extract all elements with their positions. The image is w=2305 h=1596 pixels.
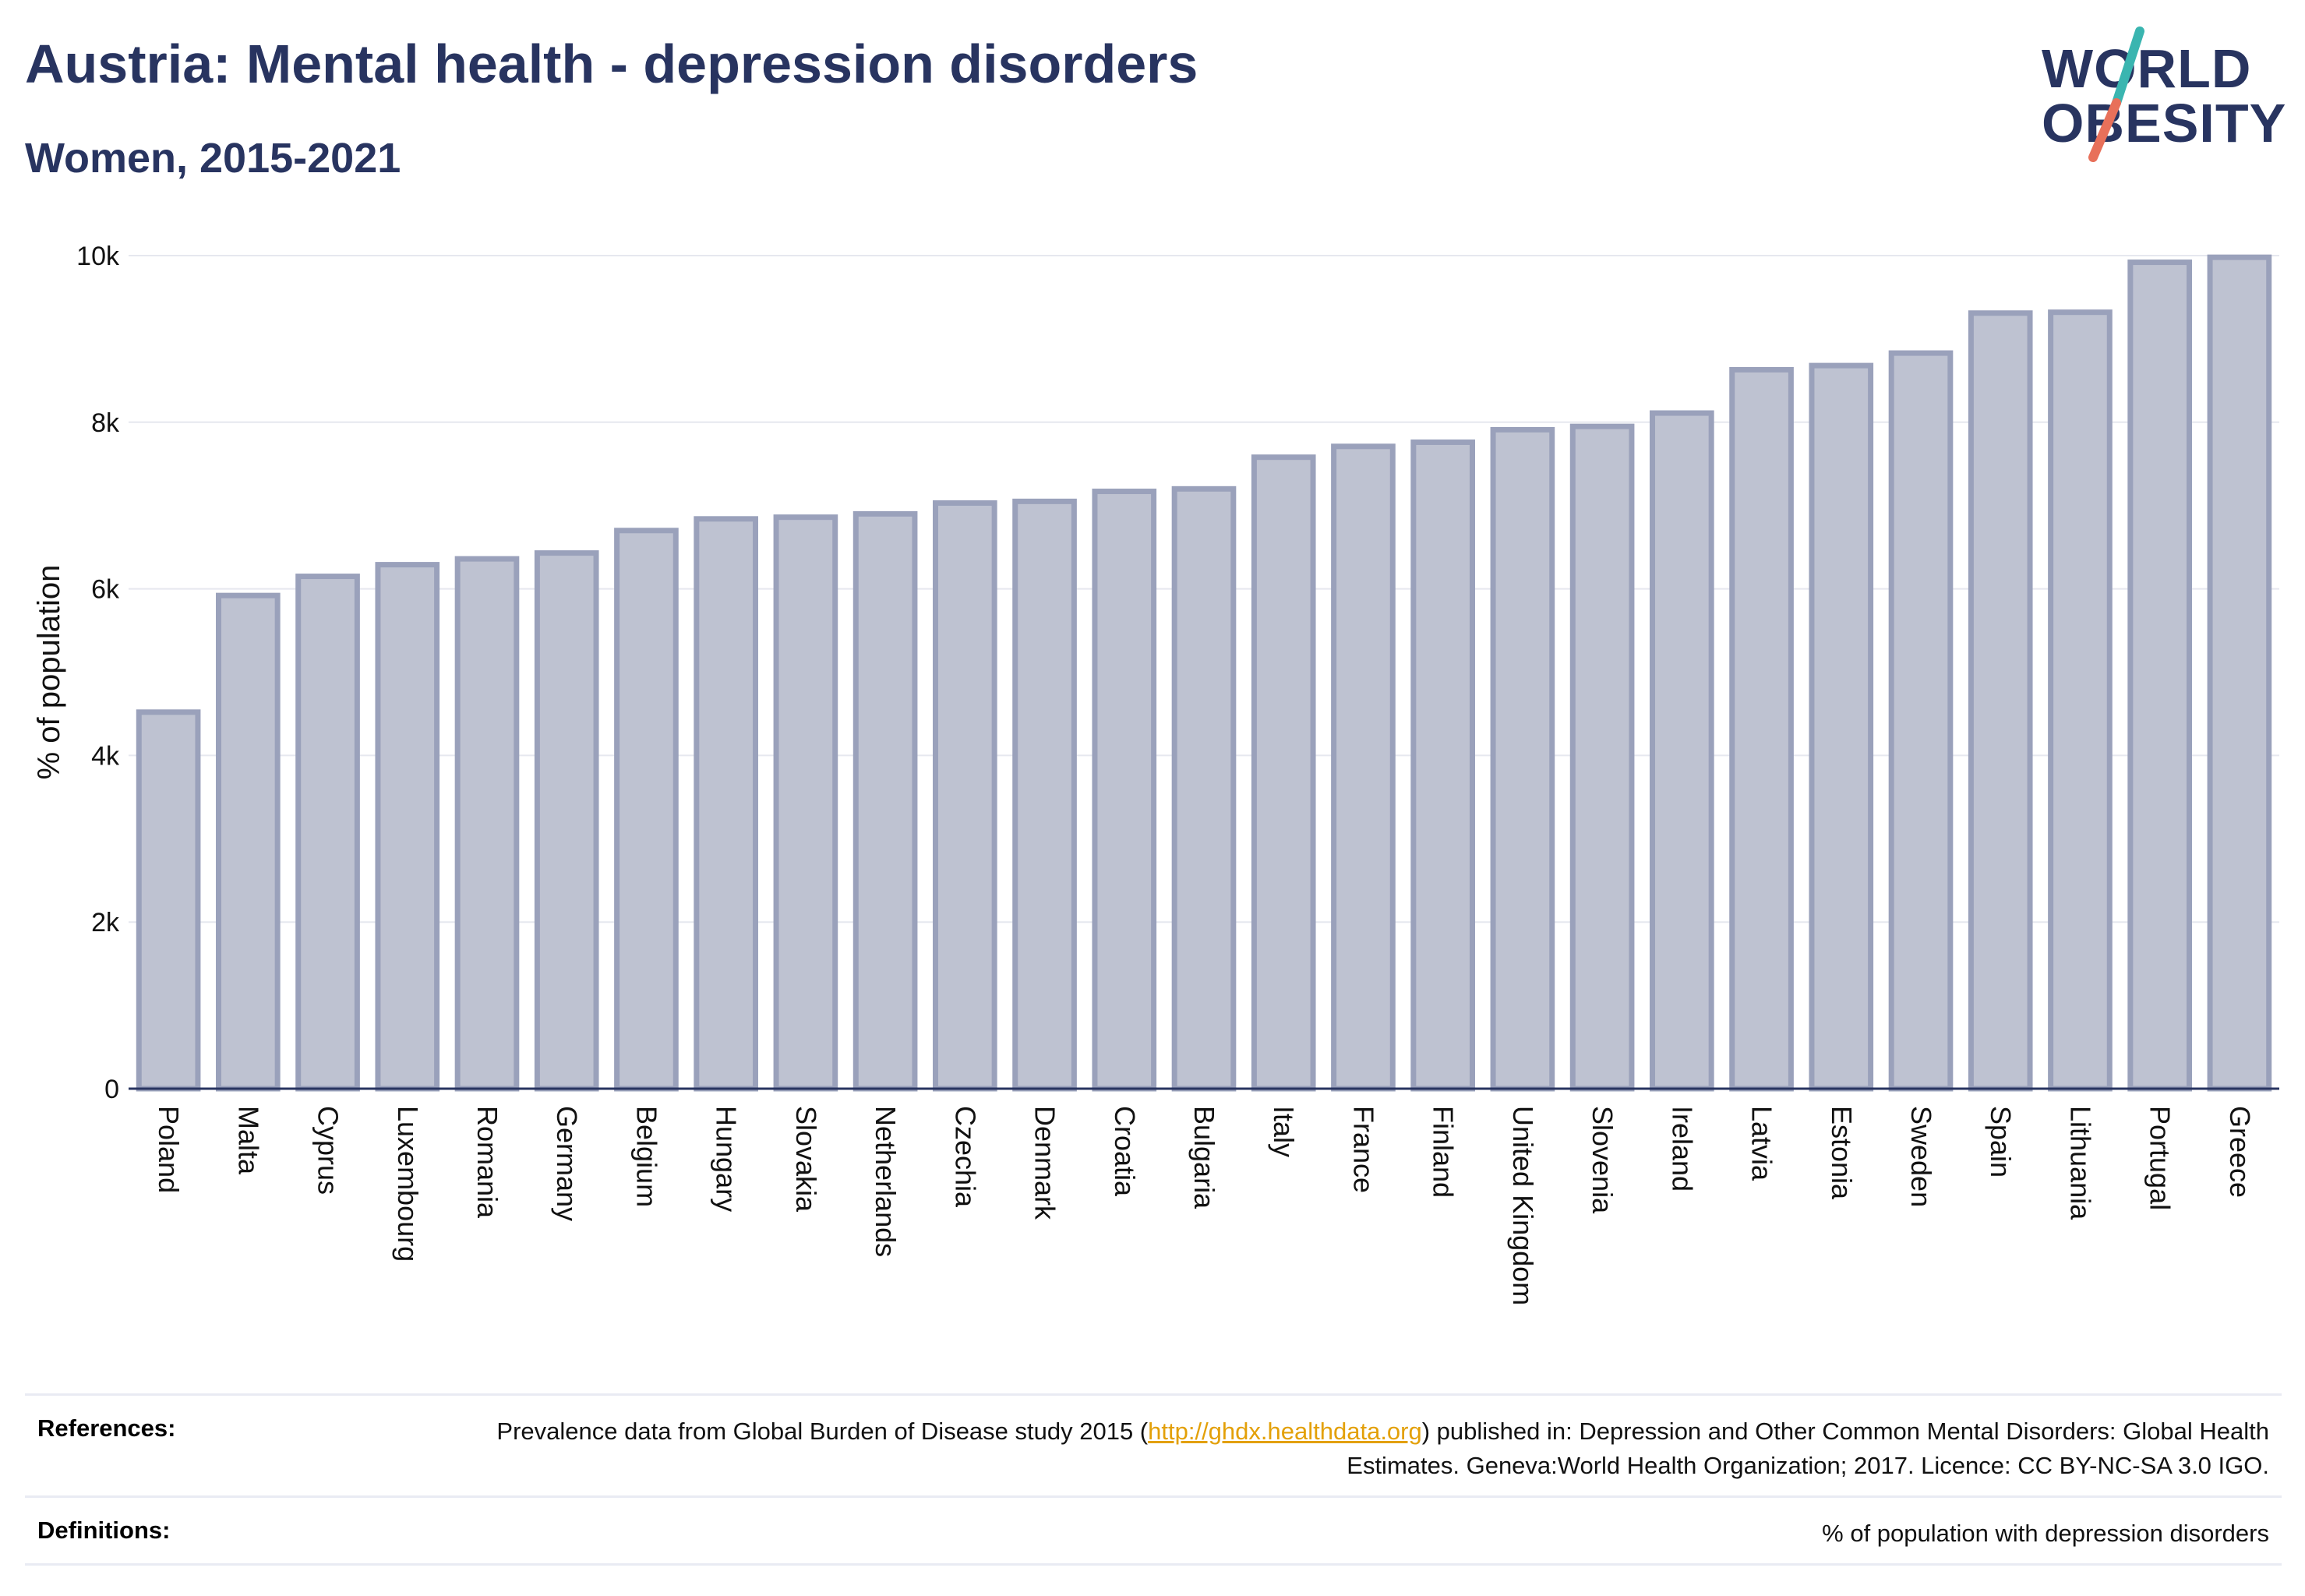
y-tick-label: 6k xyxy=(91,575,120,605)
chart-subtitle: Women, 2015-2021 xyxy=(25,135,401,182)
y-tick-label: 8k xyxy=(91,408,120,438)
bar xyxy=(1410,439,1475,1092)
chart-title: Austria: Mental health - depression diso… xyxy=(25,34,1198,94)
x-tick-label: Bulgaria xyxy=(1188,1106,1220,1209)
bar xyxy=(1888,350,1954,1092)
y-tick-label: 10k xyxy=(76,242,120,271)
bar xyxy=(852,510,918,1092)
bar xyxy=(1171,486,1237,1092)
bar xyxy=(1650,410,1714,1092)
definitions-row: Definitions: % of population with depres… xyxy=(25,1498,2282,1563)
x-tick-label: Germany xyxy=(551,1106,583,1221)
world-obesity-logo: WORLD OBESITY xyxy=(2026,23,2291,171)
bar xyxy=(773,514,838,1092)
divider xyxy=(25,1495,2282,1498)
bar xyxy=(1012,498,1077,1092)
logo-text-line1: WORLD xyxy=(2042,38,2252,99)
x-tick-label: United Kingdom xyxy=(1507,1106,1539,1305)
bar xyxy=(136,709,201,1092)
y-axis-label: % of population xyxy=(32,565,66,780)
bar xyxy=(694,516,758,1092)
references-text-before: Prevalence data from Global Burden of Di… xyxy=(496,1418,1149,1445)
x-tick-label: Romania xyxy=(471,1106,503,1219)
logo-slash-icon xyxy=(2088,26,2144,162)
bar xyxy=(1729,366,1794,1092)
bar xyxy=(933,500,997,1092)
x-tick-label: Finland xyxy=(1428,1106,1460,1198)
references-link[interactable]: http://ghdx.healthdata.org xyxy=(1148,1418,1422,1445)
x-tick-label: France xyxy=(1347,1106,1379,1193)
y-tick-label: 0 xyxy=(104,1075,119,1104)
x-tick-label: Slovakia xyxy=(790,1106,822,1213)
references-label: References: xyxy=(37,1414,176,1442)
x-tick-label: Malta xyxy=(232,1106,264,1175)
x-tick-label: Luxembourg xyxy=(392,1106,424,1262)
x-tick-label: Lithuania xyxy=(2064,1106,2096,1220)
x-tick-label: Denmark xyxy=(1029,1106,1061,1220)
x-tick-label: Greece xyxy=(2224,1106,2256,1198)
x-tick-label: Czechia xyxy=(949,1106,981,1208)
y-tick-label: 4k xyxy=(91,741,120,771)
bar xyxy=(1490,426,1555,1092)
bar xyxy=(2207,254,2272,1092)
x-tick-label: Estonia xyxy=(1826,1106,1858,1200)
bar xyxy=(1251,454,1316,1092)
x-tick-label: Slovenia xyxy=(1587,1106,1618,1214)
bar-chart: 0 2k 4k 6k 8k 10k % of population Poland Malta Cy… xyxy=(32,242,2279,1305)
bar xyxy=(1569,423,1635,1092)
divider xyxy=(25,1393,2282,1396)
bar xyxy=(1092,489,1157,1092)
divider xyxy=(25,1563,2282,1566)
x-tick-label: Croatia xyxy=(1109,1106,1141,1197)
bar xyxy=(216,592,281,1092)
x-tick-label: Ireland xyxy=(1666,1106,1698,1192)
bar xyxy=(1809,362,1874,1092)
x-tick-label: Netherlands xyxy=(870,1106,902,1257)
x-tick-label: Hungary xyxy=(711,1106,743,1212)
x-tick-label: Portugal xyxy=(2144,1106,2176,1210)
bar xyxy=(2048,309,2113,1092)
x-tick-label: Italy xyxy=(1268,1106,1300,1157)
x-tick-label: Belgium xyxy=(630,1106,662,1207)
references-row: References: Prevalence data from Global … xyxy=(25,1396,2282,1495)
bar xyxy=(534,550,599,1092)
x-tick-label: Cyprus xyxy=(312,1106,344,1195)
definitions-text: % of population with depression disorder… xyxy=(1822,1520,2269,1547)
x-tick-label: Spain xyxy=(1985,1106,2017,1178)
references-text: Prevalence data from Global Burden of Di… xyxy=(477,1414,2269,1483)
references-text-after: ) published in: Depression and Other Com… xyxy=(1347,1418,2269,1479)
x-tick-label: Poland xyxy=(153,1106,185,1193)
bar xyxy=(375,562,440,1092)
bar xyxy=(2127,260,2192,1092)
bar xyxy=(1968,310,2033,1092)
references-panel: References: Prevalence data from Global … xyxy=(25,1393,2282,1566)
bar xyxy=(454,556,520,1092)
definitions-label: Definitions: xyxy=(37,1517,171,1544)
x-tick-label: Latvia xyxy=(1746,1106,1778,1181)
x-tick-label: Sweden xyxy=(1905,1106,1937,1207)
y-tick-label: 2k xyxy=(91,908,120,937)
logo-text-line2: OBESITY xyxy=(2042,93,2287,154)
bar xyxy=(1331,443,1396,1092)
bar xyxy=(295,574,360,1092)
bar xyxy=(614,528,679,1092)
